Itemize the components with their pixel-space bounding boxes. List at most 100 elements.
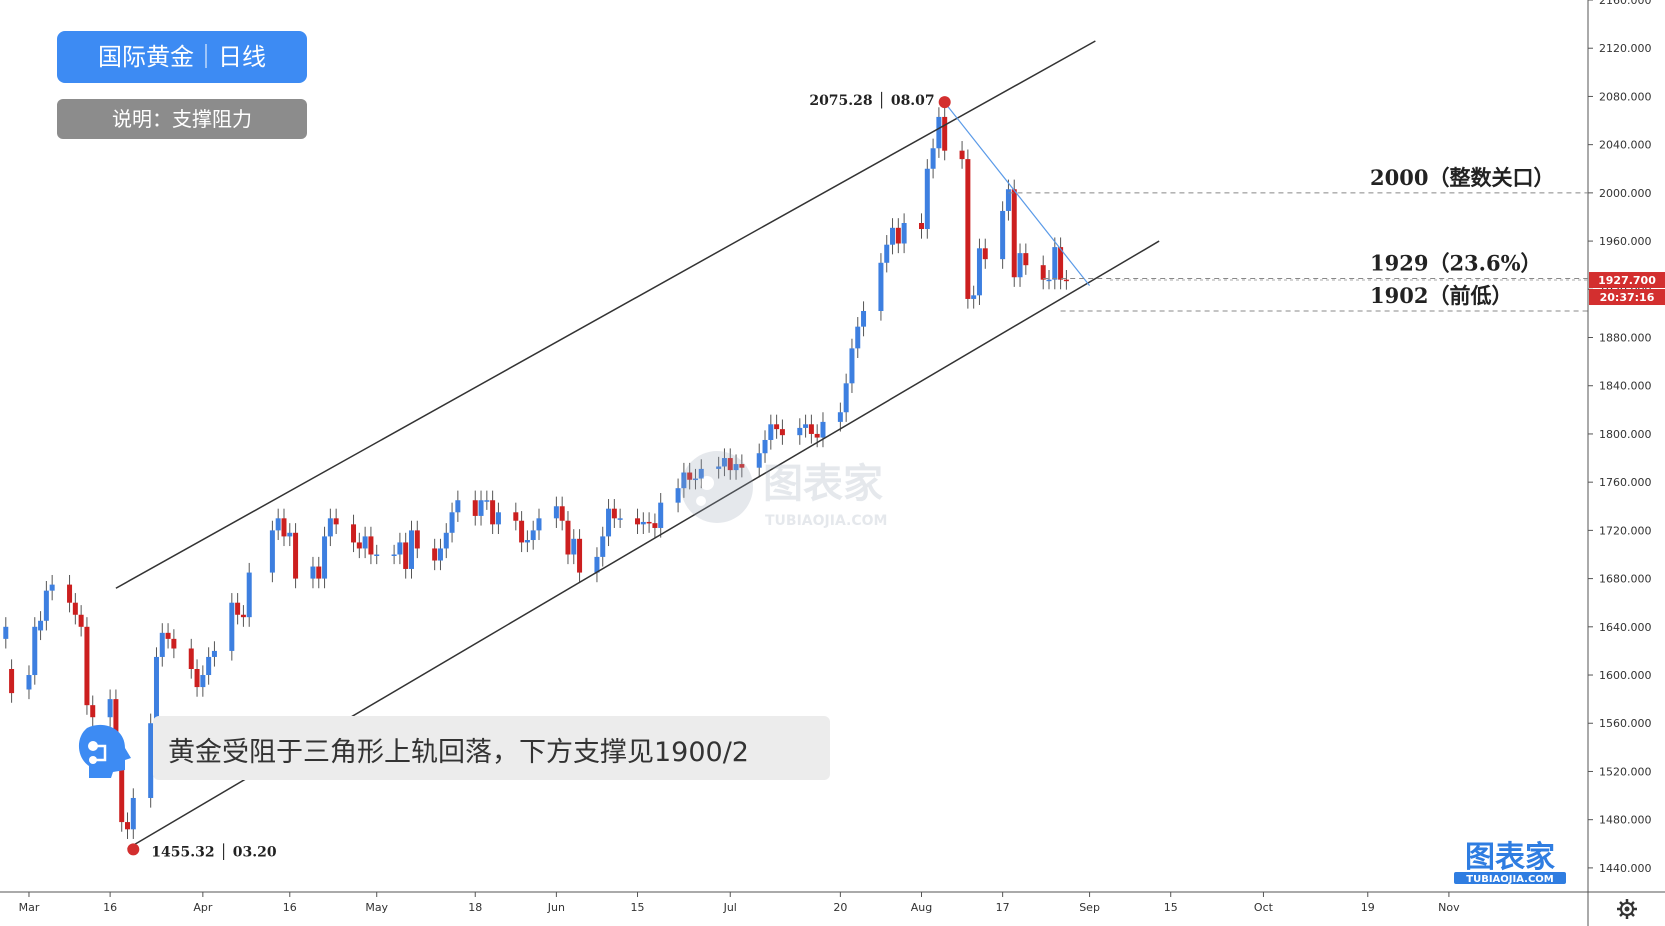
time-tick-label: Sep [1079, 901, 1100, 914]
time-tick-label: 19 [1361, 901, 1375, 914]
high-label: 2075.28 │ 08.07 [809, 91, 934, 109]
candle-body [779, 429, 785, 436]
channel-upper-line [115, 40, 1096, 589]
price-tick-label: 2160.000 [1599, 0, 1652, 7]
current-price-text: 1927.700 [1598, 274, 1656, 287]
candle-body [443, 532, 449, 549]
time-tick-label: 18 [468, 901, 482, 914]
candle-body [675, 488, 681, 503]
price-tick-label: 2080.000 [1599, 90, 1652, 103]
price-tick-label: 2040.000 [1599, 139, 1652, 152]
price-tick-label: 1560.000 [1599, 717, 1652, 730]
price-tick-label: 1600.000 [1599, 669, 1652, 682]
candle-body [594, 556, 600, 573]
time-tick-label: May [365, 901, 388, 914]
candle-body [432, 548, 438, 561]
candle-body [38, 620, 44, 631]
price-tick-label: 1680.000 [1599, 573, 1652, 586]
candle-body [1058, 247, 1064, 280]
candle-body [687, 472, 693, 480]
candle-body [536, 518, 542, 531]
candle-body [727, 458, 733, 471]
candle-body [356, 542, 362, 549]
candle-body [211, 650, 217, 657]
candle-body [803, 424, 809, 428]
time-tick-label: 15 [631, 901, 645, 914]
level-label: 1902（前低） [1370, 283, 1512, 308]
candle-body [814, 433, 820, 438]
candle-body [797, 427, 803, 436]
time-axis: Mar 16 Apr 16 May 18 Jun 15 Jul 20 Aug 17 Sep 15 Oct 19… [19, 892, 1460, 914]
countdown-tag [1589, 289, 1665, 306]
price-tick-label: 1480.000 [1599, 814, 1652, 827]
candle-body [490, 500, 496, 525]
candle-body [1052, 247, 1058, 280]
time-tick-label: Nov [1438, 901, 1460, 914]
candle-body [837, 412, 843, 422]
candle-body [194, 669, 200, 688]
candle-body [976, 248, 982, 296]
high-marker [938, 96, 951, 109]
candle-body [611, 508, 617, 519]
brand-logo-text: 图表家 [1465, 840, 1555, 875]
candle-body [293, 532, 299, 579]
candle-body [640, 521, 646, 525]
candle-body [125, 822, 131, 830]
candle-body [49, 584, 55, 591]
candle-body [930, 148, 936, 169]
candle-body [849, 348, 855, 384]
gear-icon[interactable] [1616, 898, 1638, 920]
time-tick-label: 17 [996, 901, 1010, 914]
candle-body [235, 602, 241, 615]
candle-body [681, 472, 687, 489]
candle-body [519, 520, 525, 543]
candle-body [200, 675, 206, 688]
candle-body [861, 310, 867, 327]
time-tick-label: Jun [547, 901, 565, 914]
chart-note: 说明：支撑阻力 [57, 99, 307, 139]
candle-body [571, 538, 577, 555]
candle-body [84, 626, 90, 706]
candle-body [484, 500, 490, 502]
price-tick-label: 1960.000 [1599, 235, 1652, 248]
candle-body [478, 500, 484, 516]
price-tick-label: 1880.000 [1599, 332, 1652, 345]
candle-body [890, 227, 896, 245]
comment-box [153, 716, 830, 780]
candle-body [107, 699, 113, 718]
candle-body [878, 262, 884, 311]
candle-body [762, 439, 768, 454]
candle-body [72, 602, 78, 615]
level-label: 2000（整数关口） [1370, 165, 1554, 190]
price-tick-label: 1720.000 [1599, 524, 1652, 537]
candle-body [206, 656, 212, 676]
watermark: 图表家 TUBIAOJIA.COM [675, 445, 950, 535]
candle-body [113, 699, 119, 760]
candle-body [159, 632, 165, 657]
candle-body [148, 723, 154, 798]
candle-body [1000, 210, 1006, 260]
candle-body [919, 223, 925, 230]
candle-body [287, 532, 293, 537]
candle-body [391, 554, 397, 556]
chart-title: 国际黄金｜日线 [57, 31, 307, 83]
candle-body [246, 572, 252, 618]
levels: 2000（整数关口） 1929（23.6%） 1902（前低） [1008, 165, 1588, 312]
candle-body [843, 383, 849, 413]
candle-body [901, 223, 907, 244]
candle-body [808, 424, 814, 434]
candle-body [362, 536, 368, 549]
candle-body [1011, 189, 1017, 278]
price-tick-label: 1520.000 [1599, 765, 1652, 778]
candle-body [165, 632, 171, 639]
time-tick-label: Mar [19, 901, 40, 914]
candle-body [698, 468, 704, 479]
time-tick-label: 16 [283, 901, 297, 914]
price-tick-label: 2000.000 [1599, 187, 1652, 200]
candle-body [942, 116, 948, 151]
candle-body [188, 648, 194, 669]
candle-body [414, 530, 420, 549]
candle-body [635, 518, 641, 525]
candle-body [1005, 189, 1011, 211]
